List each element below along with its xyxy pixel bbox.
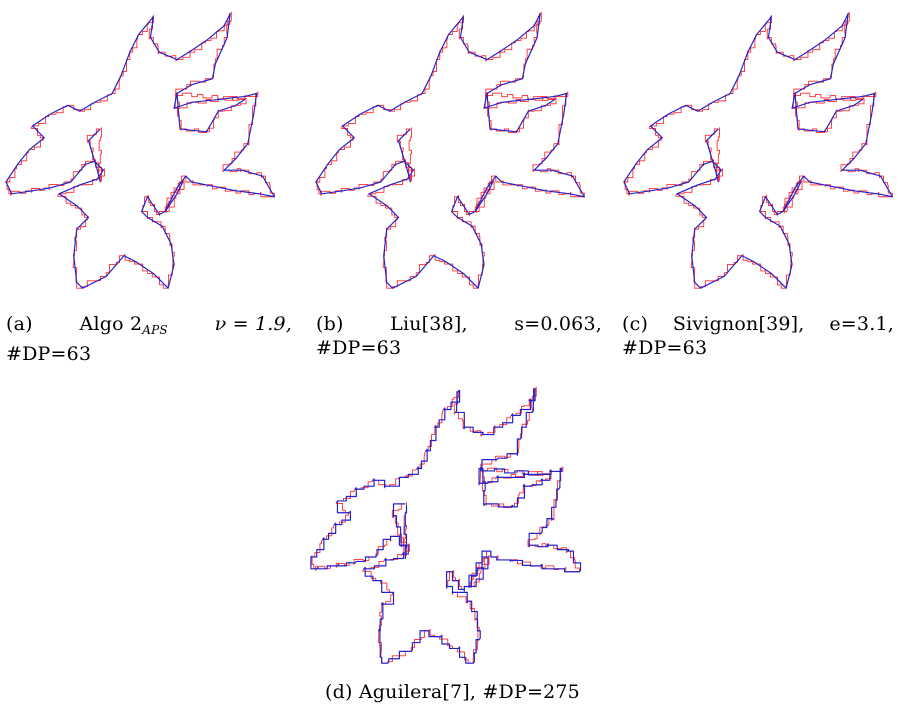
digital-contour [5, 11, 275, 289]
caption-d-method: Aguilera[7], [358, 681, 477, 703]
subfigure-b-plot [310, 5, 605, 300]
caption-a-subscript: APS [142, 323, 168, 337]
caption-a-param: ν = 1.9, [214, 313, 292, 335]
caption-a-dp: #DP=63 [6, 343, 92, 365]
caption-b-method: Liu[38], [390, 313, 468, 335]
subfigure-c-plot [618, 5, 901, 300]
caption-c-param: e=3.1, [829, 313, 894, 335]
subfigure-c-caption: (c) Sivignon[39], e=3.1, #DP=63 [622, 312, 894, 360]
caption-b-param: s=0.063, [514, 313, 602, 335]
polygon-approximation [5, 13, 275, 289]
subfigure-b-caption: (b) Liu[38], s=0.063, #DP=63 [316, 312, 602, 360]
subfigure-d-caption: (d) Aguilera[7], #DP=275 [300, 680, 605, 704]
polygon-approximation [315, 13, 585, 289]
digital-contour [623, 11, 893, 289]
caption-b-tag: (b) [316, 313, 344, 335]
caption-c-dp: #DP=63 [622, 337, 708, 359]
subfigure-b-svg [315, 11, 585, 289]
caption-a-method: Algo 2 [79, 313, 143, 335]
subfigure-a-caption: (a) Algo 2APS ν = 1.9, #DP=63 [6, 312, 292, 366]
subfigure-c-svg [623, 11, 893, 289]
caption-c-method: Sivignon[39], [672, 313, 805, 335]
digital-contour [310, 386, 580, 664]
caption-a-tag: (a) [6, 313, 33, 335]
subfigure-d-svg [310, 386, 582, 664]
caption-c-tag: (c) [622, 313, 649, 335]
subfigure-a-svg [5, 11, 275, 289]
caption-d-tag: (d) [325, 681, 353, 703]
caption-b-dp: #DP=63 [316, 337, 402, 359]
polygon-approximation [310, 388, 582, 664]
polygon-approximation [623, 13, 893, 289]
caption-d-dp: #DP=275 [482, 681, 580, 703]
subfigure-a-plot [0, 5, 295, 300]
digital-contour [315, 11, 585, 289]
subfigure-d-plot [305, 380, 600, 675]
